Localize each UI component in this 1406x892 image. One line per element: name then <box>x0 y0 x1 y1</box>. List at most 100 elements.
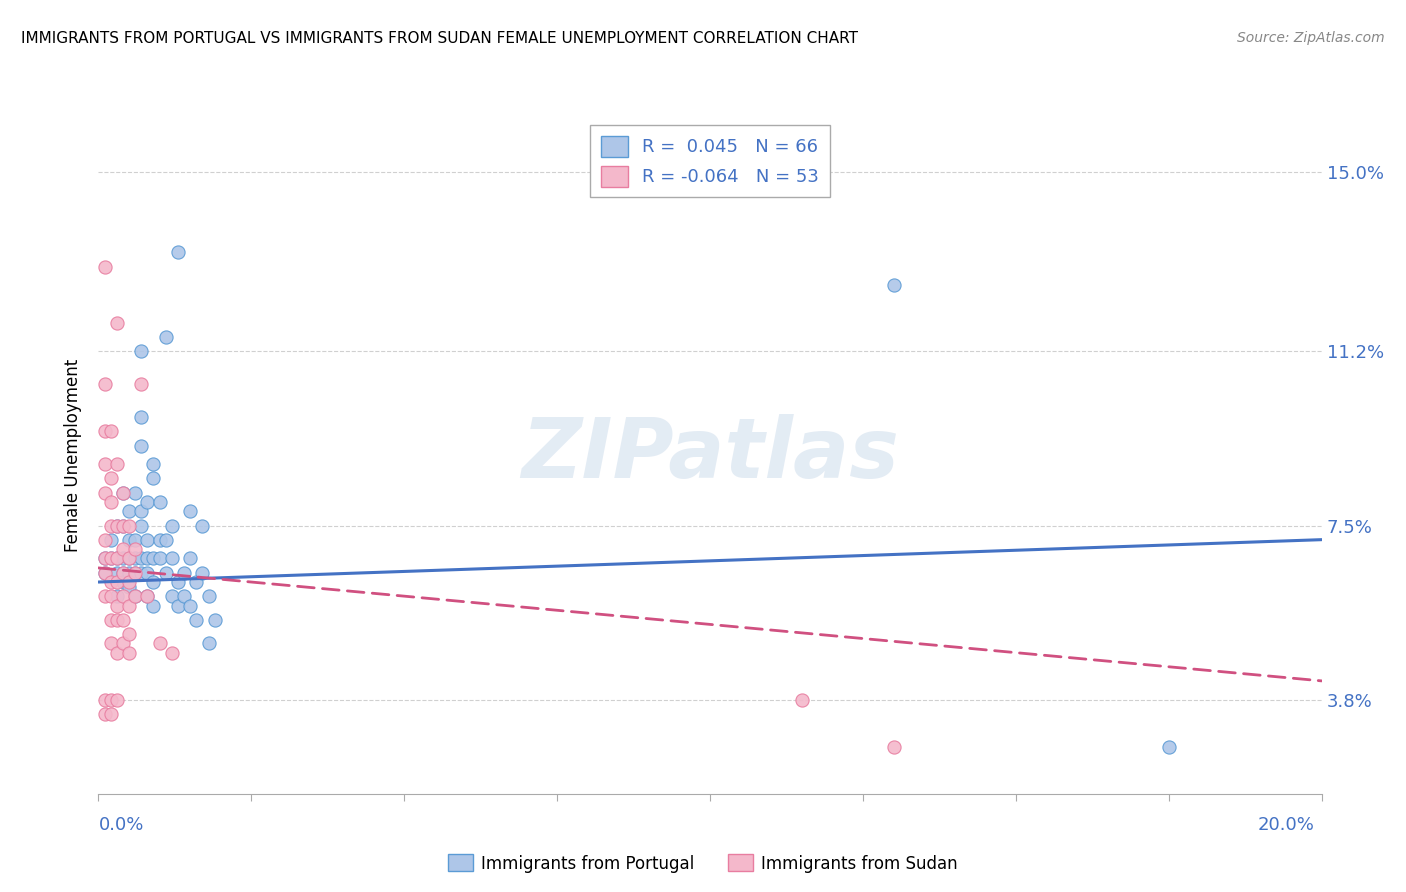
Point <box>160 518 183 533</box>
Point <box>149 551 172 566</box>
Point <box>129 377 152 392</box>
Point <box>105 551 128 566</box>
Point <box>111 566 134 580</box>
Point <box>111 542 134 557</box>
Point <box>118 551 141 566</box>
Point <box>118 551 141 566</box>
Point <box>111 485 134 500</box>
Point <box>105 599 128 613</box>
Point <box>100 551 122 566</box>
Point <box>124 589 146 603</box>
Point <box>100 575 122 590</box>
Point <box>111 636 134 650</box>
Point <box>118 646 141 660</box>
Point <box>105 566 128 580</box>
Point <box>204 613 226 627</box>
Point <box>100 692 122 706</box>
Y-axis label: Female Unemployment: Female Unemployment <box>65 359 83 551</box>
Point <box>100 706 122 721</box>
Point <box>100 471 122 485</box>
Text: IMMIGRANTS FROM PORTUGAL VS IMMIGRANTS FROM SUDAN FEMALE UNEMPLOYMENT CORRELATIO: IMMIGRANTS FROM PORTUGAL VS IMMIGRANTS F… <box>21 31 858 46</box>
Point <box>118 599 141 613</box>
Point <box>93 260 115 274</box>
Text: 20.0%: 20.0% <box>1258 816 1315 834</box>
Point <box>186 613 208 627</box>
Point <box>118 575 141 590</box>
Point <box>136 495 159 509</box>
Point <box>111 518 134 533</box>
Point <box>124 485 146 500</box>
Point <box>149 533 172 547</box>
Point <box>93 458 115 472</box>
Point <box>93 425 115 439</box>
Point <box>142 575 165 590</box>
Point <box>191 566 214 580</box>
Point <box>129 504 152 518</box>
Point <box>93 551 115 566</box>
Point <box>93 692 115 706</box>
Point <box>100 613 122 627</box>
Point <box>105 613 128 627</box>
Point <box>167 245 190 260</box>
Point <box>197 636 219 650</box>
Point <box>1157 739 1180 754</box>
Point <box>93 566 115 580</box>
Point <box>105 589 128 603</box>
Point <box>124 589 146 603</box>
Point <box>124 551 146 566</box>
Point <box>93 485 115 500</box>
Point <box>129 518 152 533</box>
Point <box>186 575 208 590</box>
Point <box>118 533 141 547</box>
Point <box>129 438 152 452</box>
Point <box>111 589 134 603</box>
Point <box>124 542 146 557</box>
Point <box>93 551 115 566</box>
Point <box>197 589 219 603</box>
Text: Source: ZipAtlas.com: Source: ZipAtlas.com <box>1237 31 1385 45</box>
Point <box>173 589 195 603</box>
Point <box>105 518 128 533</box>
Point <box>100 533 122 547</box>
Point <box>160 646 183 660</box>
Point <box>105 458 128 472</box>
Point <box>100 636 122 650</box>
Point <box>105 646 128 660</box>
Point <box>136 566 159 580</box>
Point <box>93 589 115 603</box>
Point <box>105 316 128 330</box>
Point <box>173 566 195 580</box>
Point <box>93 566 115 580</box>
Point <box>111 551 134 566</box>
Point <box>129 566 152 580</box>
Point <box>105 551 128 566</box>
Legend: Immigrants from Portugal, Immigrants from Sudan: Immigrants from Portugal, Immigrants fro… <box>441 847 965 880</box>
Point <box>160 589 183 603</box>
Point <box>100 425 122 439</box>
Point <box>105 692 128 706</box>
Point <box>118 627 141 641</box>
Point <box>142 471 165 485</box>
Point <box>118 566 141 580</box>
Point <box>129 344 152 359</box>
Point <box>136 551 159 566</box>
Point <box>883 739 905 754</box>
Point <box>142 551 165 566</box>
Point <box>155 533 177 547</box>
Point <box>105 518 128 533</box>
Text: 0.0%: 0.0% <box>98 816 143 834</box>
Point <box>149 495 172 509</box>
Point <box>100 551 122 566</box>
Text: ZIPatlas: ZIPatlas <box>522 415 898 495</box>
Point <box>129 410 152 425</box>
Point <box>167 599 190 613</box>
Point <box>118 580 141 594</box>
Point <box>179 504 201 518</box>
Point <box>129 551 152 566</box>
Point <box>149 636 172 650</box>
Point <box>136 589 159 603</box>
Point <box>136 589 159 603</box>
Point <box>118 504 141 518</box>
Point <box>105 575 128 590</box>
Point <box>136 533 159 547</box>
